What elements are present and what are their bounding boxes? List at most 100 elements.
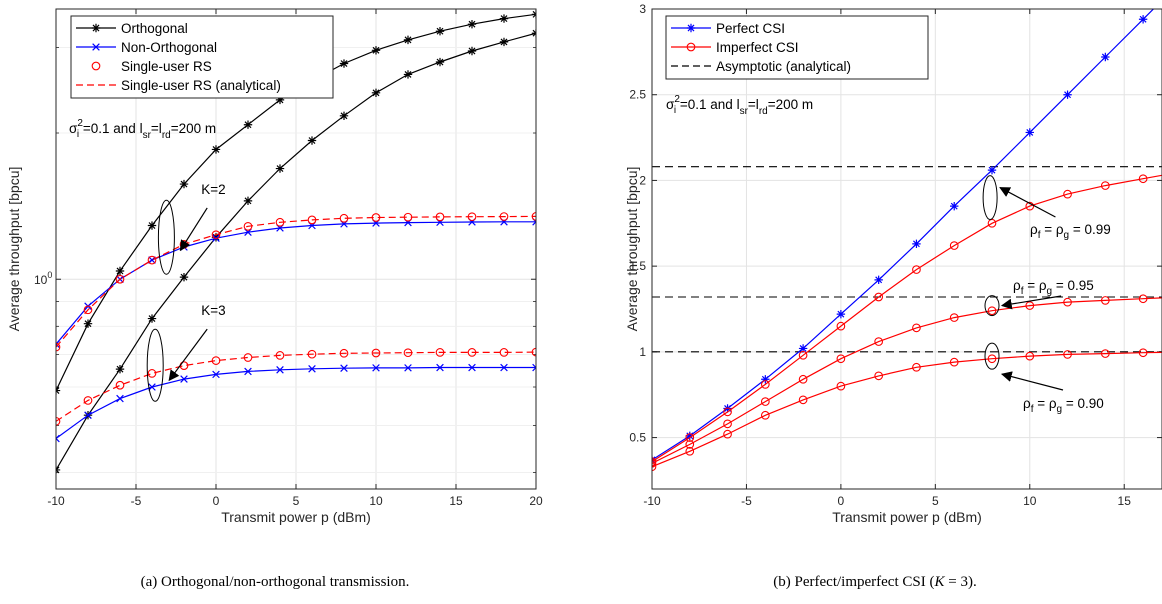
x-tick-label: 10 — [369, 494, 383, 508]
annotation-ellipse — [984, 295, 1000, 317]
rho-annotation-part: f — [1031, 404, 1034, 415]
data-point — [836, 354, 846, 364]
data-point — [467, 46, 477, 56]
data-point — [211, 230, 221, 240]
annotation-arrow — [1000, 371, 1064, 391]
data-point — [276, 366, 284, 374]
rho-annotation-part: ρ — [1013, 278, 1021, 293]
chart-panel-b: -10 -5 0 5 10 15 0.5 1 1.5 2 2.5 3 Transmit power p … — [624, 2, 1162, 525]
rho-annotation-part: g — [1064, 230, 1070, 241]
x-tick-label: -5 — [131, 494, 142, 508]
param-text-b-part: i — [674, 105, 676, 116]
data-point — [499, 14, 509, 23]
data-point — [275, 95, 285, 105]
data-point — [987, 306, 997, 316]
data-point — [1101, 52, 1110, 62]
data-point — [685, 431, 694, 441]
data-point — [468, 363, 476, 372]
data-point — [836, 321, 846, 331]
legend-label: Imperfect CSI — [716, 40, 799, 55]
data-point — [115, 364, 125, 374]
series-line — [56, 351, 536, 422]
data-point — [212, 370, 220, 379]
data-point — [1138, 174, 1148, 184]
data-point — [798, 374, 808, 384]
y-tick-label: 0.5 — [629, 431, 646, 445]
y-tick-base: 10 — [34, 273, 48, 287]
data-point — [148, 256, 156, 264]
annotation-arrow — [168, 328, 208, 382]
legend-marker — [91, 61, 101, 71]
data-point — [1100, 181, 1110, 190]
data-point — [1025, 128, 1034, 137]
data-point — [685, 433, 695, 442]
x-tick-label: 15 — [449, 494, 463, 508]
y-tick-label: 3 — [639, 2, 646, 16]
data-point — [532, 363, 536, 372]
x-tick-label: -10 — [47, 494, 65, 508]
param-text-b-part: σ — [666, 97, 675, 112]
data-point — [83, 305, 93, 315]
legend-label: Non-Orthogonal — [121, 40, 217, 55]
x-tick-label: -10 — [643, 494, 661, 508]
legend-marker — [92, 43, 100, 51]
y-tick-label: 1 — [639, 345, 646, 359]
param-text-a-part: =200 m — [171, 121, 216, 136]
rho-annotation-part: = ρ — [1023, 278, 1046, 293]
rho-annotation-part: f — [1038, 230, 1041, 241]
caption-b-prefix: (b) Perfect/imperfect CSI ( — [773, 574, 934, 590]
annotation-ellipse — [146, 328, 164, 402]
data-point — [1138, 348, 1148, 358]
param-text-a-part: σ — [69, 121, 78, 136]
rho-annotation-part: f — [1021, 286, 1024, 297]
data-point — [912, 265, 921, 274]
series-layer — [56, 10, 536, 475]
data-point — [798, 350, 808, 360]
data-point — [147, 369, 157, 378]
annotation-arrow — [999, 187, 1056, 218]
data-point — [1138, 294, 1148, 304]
param-text-b-part: =l — [748, 97, 759, 112]
y-axis-label: Average throughput [bpcu] — [624, 167, 640, 332]
y-tick-label: 100 — [34, 270, 52, 287]
rho-annotation-part: g — [1047, 286, 1053, 297]
annotation-label: K=2 — [201, 182, 225, 197]
data-point — [987, 165, 997, 175]
data-point — [56, 340, 60, 348]
data-point — [372, 364, 380, 372]
series-line — [652, 174, 1162, 463]
rho-annotation-part: = ρ — [1033, 396, 1056, 411]
data-point — [371, 348, 381, 358]
data-point — [1025, 201, 1035, 211]
data-point — [371, 46, 381, 55]
data-point — [1063, 350, 1072, 359]
data-point — [436, 363, 444, 372]
data-point — [761, 375, 770, 384]
data-point — [760, 410, 770, 420]
param-text-b-part: rd — [759, 106, 768, 117]
rho-annotation: ρf = ρg = 0.90 — [1023, 396, 1104, 415]
param-text-b-part: 2 — [674, 94, 680, 105]
data-point — [115, 380, 125, 390]
data-point — [244, 367, 252, 376]
y-axis-label: Average throughput [bpcu] — [6, 167, 22, 332]
param-text-a-part: sr — [143, 130, 152, 141]
caption-b-suffix: = 3). — [944, 574, 976, 590]
data-point — [403, 35, 413, 45]
data-point — [874, 275, 883, 285]
data-point — [874, 371, 884, 381]
data-point — [1025, 301, 1035, 310]
caption-b: (b) Perfect/imperfect CSI (K = 3). — [773, 574, 976, 590]
param-text-a: σ2 i =0.1 and lsr=lrd=200 m — [69, 118, 216, 141]
data-point — [179, 179, 189, 189]
data-point — [874, 292, 884, 302]
param-text-b-part: =200 m — [768, 97, 813, 112]
annotation-ellipse — [982, 175, 998, 221]
y-tick-exponent: 0 — [47, 270, 52, 280]
series-line — [56, 366, 536, 439]
data-point — [1100, 349, 1110, 358]
series-line — [652, 351, 1162, 468]
data-point — [403, 70, 413, 79]
data-point — [275, 164, 285, 173]
